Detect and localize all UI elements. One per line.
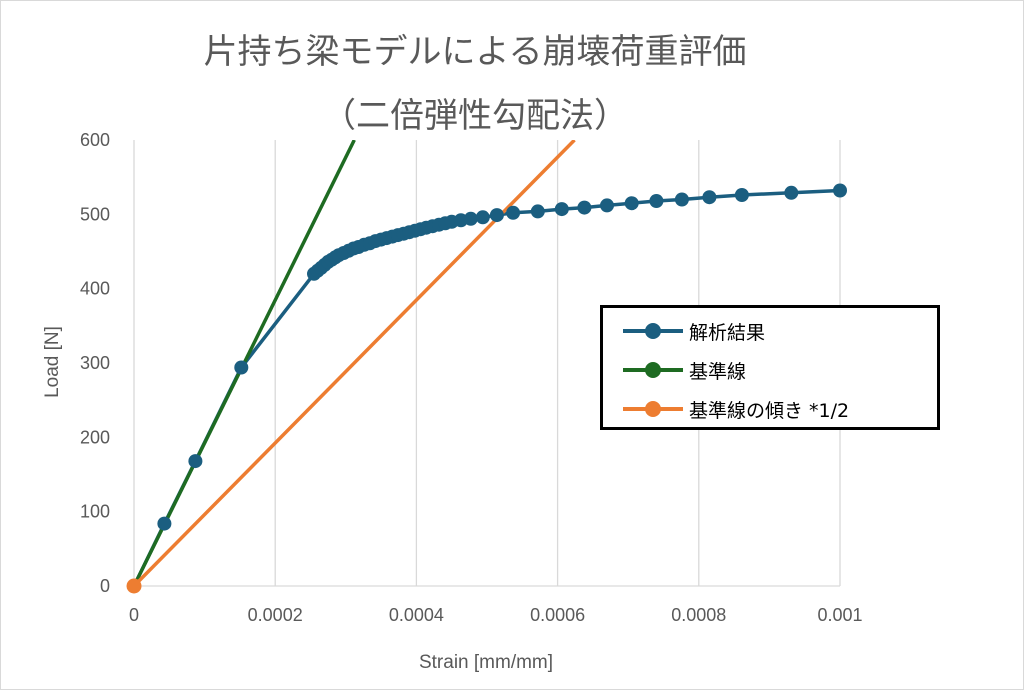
legend: 解析結果 基準線 基準線の傾き *1/2 [600, 305, 940, 430]
x-tick-label: 0.001 [817, 605, 862, 625]
data-point [833, 183, 847, 198]
data-point [649, 194, 664, 208]
data-point [506, 205, 521, 220]
x-tick-label: 0.0006 [530, 605, 585, 625]
data-point [157, 516, 172, 531]
legend-swatch-analysis [623, 316, 683, 346]
data-point [702, 190, 717, 205]
x-tick-label: 0.0002 [248, 605, 303, 625]
data-point [577, 200, 592, 215]
legend-item-half-slope: 基準線の傾き *1/2 [623, 394, 849, 424]
chart-subtitle: （二倍弾性勾配法） [322, 96, 628, 136]
half-slope-line [132, 140, 576, 588]
legend-label: 基準線 [689, 360, 747, 383]
origin-point [126, 578, 142, 594]
y-tick-label: 200 [80, 427, 110, 447]
y-tick-label: 300 [80, 353, 110, 373]
legend-item-analysis: 解析結果 [623, 316, 765, 346]
data-point [674, 192, 689, 207]
data-point [554, 202, 569, 217]
legend-swatch-half-slope [623, 394, 683, 424]
y-tick-label: 400 [80, 279, 110, 299]
x-axis-label: Strain [mm/mm] [419, 652, 553, 673]
x-tick-label: 0.0008 [671, 605, 726, 625]
data-point [530, 204, 545, 219]
y-axis-label: Load [N] [42, 326, 63, 398]
data-point [188, 454, 203, 469]
x-tick-label: 0.0004 [389, 605, 444, 625]
data-point [234, 360, 249, 375]
y-tick-label: 500 [80, 204, 110, 224]
legend-item-reference: 基準線 [623, 355, 746, 385]
y-tick-label: 600 [80, 130, 110, 150]
y-tick-label: 0 [100, 576, 110, 596]
legend-label: 基準線の傾き *1/2 [689, 399, 850, 422]
data-point [734, 188, 749, 202]
data-point [475, 210, 490, 225]
data-point [784, 185, 799, 200]
legend-swatch-reference [623, 355, 683, 385]
chart-title: 片持ち梁モデルによる崩壊荷重評価 [203, 32, 747, 72]
legend-label: 解析結果 [689, 321, 766, 344]
y-tick-label: 100 [80, 502, 110, 522]
data-point [600, 198, 614, 213]
data-point [624, 196, 639, 211]
data-point [489, 208, 504, 223]
x-tick-label: 0 [129, 605, 139, 625]
data-point [463, 211, 478, 226]
